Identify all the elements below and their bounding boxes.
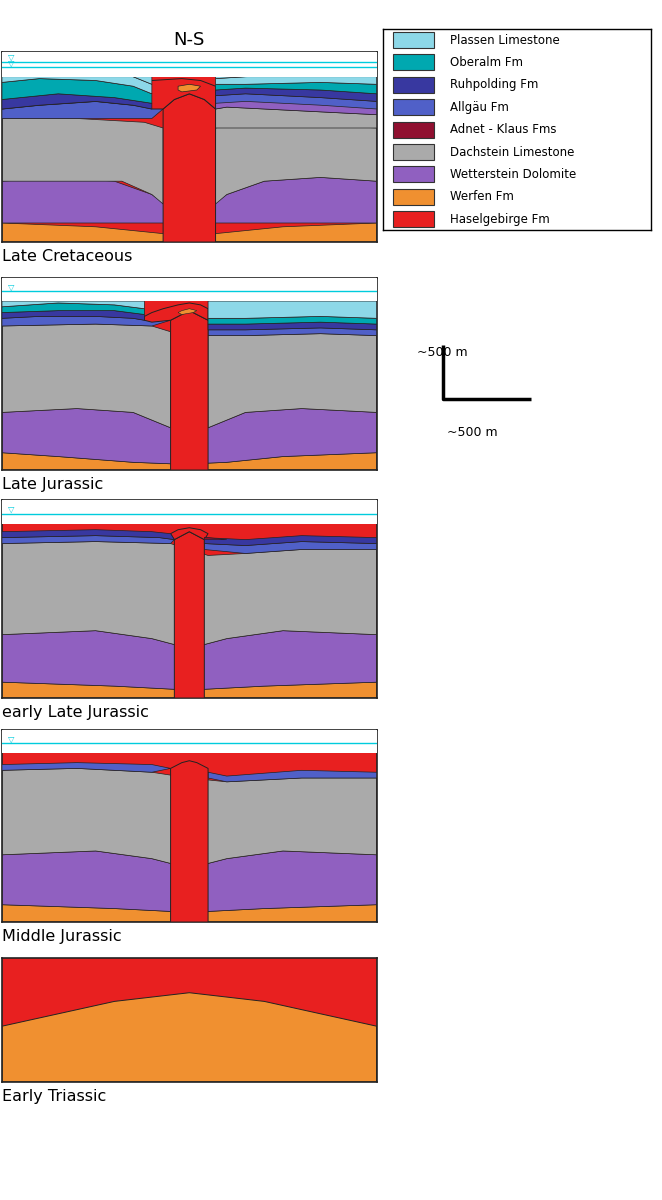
Polygon shape: [2, 408, 377, 464]
Bar: [393, 188, 434, 205]
Bar: [393, 167, 434, 182]
Polygon shape: [2, 311, 144, 320]
Text: ~500 m: ~500 m: [447, 426, 498, 439]
Polygon shape: [2, 851, 377, 912]
Polygon shape: [2, 754, 377, 922]
Text: Dachstein Limestone: Dachstein Limestone: [449, 145, 574, 158]
Polygon shape: [2, 452, 377, 470]
Polygon shape: [205, 535, 377, 546]
Polygon shape: [216, 74, 377, 84]
Text: ▽: ▽: [8, 734, 15, 744]
Text: Haselgebirge Fm: Haselgebirge Fm: [449, 212, 549, 226]
Polygon shape: [171, 528, 208, 540]
Text: Plassen Limestone: Plassen Limestone: [449, 34, 559, 47]
Bar: [393, 100, 434, 115]
Polygon shape: [2, 730, 377, 754]
Polygon shape: [2, 301, 144, 308]
Text: Adnet - Klaus Fms: Adnet - Klaus Fms: [449, 124, 556, 136]
Polygon shape: [2, 102, 163, 119]
Polygon shape: [2, 535, 174, 544]
Polygon shape: [2, 301, 377, 470]
Polygon shape: [2, 500, 377, 523]
Polygon shape: [2, 631, 377, 690]
Polygon shape: [2, 317, 171, 326]
Polygon shape: [2, 958, 377, 1082]
Polygon shape: [2, 529, 174, 540]
Polygon shape: [171, 311, 208, 470]
Polygon shape: [2, 682, 377, 698]
Polygon shape: [2, 763, 171, 773]
Text: Allgäu Fm: Allgäu Fm: [449, 101, 508, 114]
Polygon shape: [2, 70, 152, 94]
Polygon shape: [2, 523, 377, 698]
Text: ▽: ▽: [8, 505, 15, 514]
Polygon shape: [2, 78, 152, 103]
Polygon shape: [178, 308, 197, 314]
Bar: [393, 77, 434, 92]
Bar: [393, 211, 434, 227]
Text: Werfen Fm: Werfen Fm: [449, 191, 514, 203]
Polygon shape: [208, 317, 377, 324]
Polygon shape: [216, 107, 377, 128]
Polygon shape: [2, 302, 144, 314]
Bar: [393, 32, 434, 48]
Text: Early Triassic: Early Triassic: [2, 1090, 106, 1104]
Polygon shape: [216, 94, 377, 109]
Polygon shape: [144, 302, 208, 322]
Text: ~500 m: ~500 m: [417, 346, 467, 359]
Polygon shape: [208, 322, 377, 330]
Polygon shape: [2, 541, 189, 648]
Text: ▽: ▽: [8, 53, 15, 62]
Polygon shape: [208, 301, 377, 318]
Polygon shape: [2, 905, 377, 922]
Text: Oberalm Fm: Oberalm Fm: [449, 56, 523, 68]
Text: Wetterstein Dolomite: Wetterstein Dolomite: [449, 168, 576, 181]
Polygon shape: [2, 768, 189, 869]
Text: Late Jurassic: Late Jurassic: [2, 478, 103, 492]
Polygon shape: [163, 94, 216, 242]
Polygon shape: [2, 992, 377, 1082]
Polygon shape: [2, 52, 377, 77]
Polygon shape: [208, 770, 377, 782]
Polygon shape: [2, 70, 152, 84]
Polygon shape: [216, 96, 377, 115]
Polygon shape: [2, 77, 377, 242]
Polygon shape: [2, 52, 377, 77]
Polygon shape: [171, 761, 208, 922]
Text: early Late Jurassic: early Late Jurassic: [2, 706, 149, 720]
Polygon shape: [216, 83, 377, 94]
Polygon shape: [2, 119, 163, 204]
Bar: [393, 144, 434, 160]
Text: N-S: N-S: [173, 31, 205, 49]
Polygon shape: [2, 94, 152, 109]
Polygon shape: [174, 532, 205, 698]
Polygon shape: [2, 78, 216, 109]
Bar: [393, 54, 434, 71]
Polygon shape: [2, 278, 377, 301]
Polygon shape: [205, 541, 377, 553]
Text: ▽: ▽: [8, 58, 15, 67]
Polygon shape: [216, 74, 377, 78]
Text: Late Cretaceous: Late Cretaceous: [2, 250, 132, 264]
Polygon shape: [2, 324, 171, 427]
Text: Ruhpolding Fm: Ruhpolding Fm: [449, 78, 538, 91]
Polygon shape: [208, 328, 377, 336]
Polygon shape: [2, 178, 377, 223]
Polygon shape: [2, 223, 377, 242]
Bar: [393, 121, 434, 138]
Polygon shape: [205, 538, 227, 540]
Polygon shape: [178, 84, 201, 92]
Polygon shape: [216, 122, 377, 204]
Polygon shape: [189, 550, 377, 648]
Text: Middle Jurassic: Middle Jurassic: [2, 929, 122, 944]
Polygon shape: [208, 334, 377, 427]
Polygon shape: [216, 88, 377, 102]
Text: ▽: ▽: [8, 282, 15, 292]
Polygon shape: [189, 778, 377, 869]
